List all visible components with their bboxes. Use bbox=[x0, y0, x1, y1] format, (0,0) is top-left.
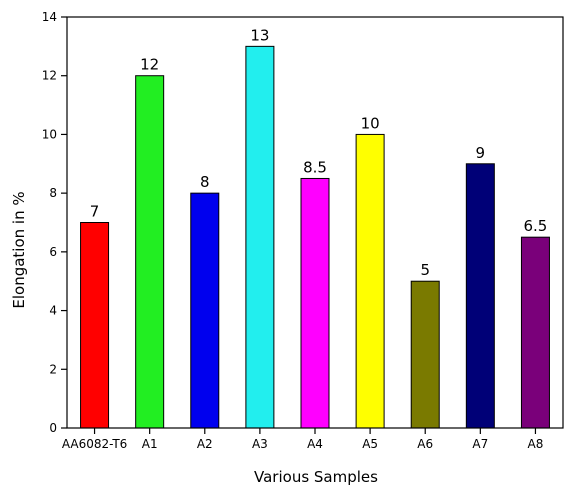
x-tick-label: A3 bbox=[252, 437, 268, 451]
bar-a4 bbox=[300, 177, 330, 429]
data-label: 8.5 bbox=[303, 158, 327, 176]
x-tick-label: A2 bbox=[197, 437, 213, 451]
y-tick-label: 4 bbox=[49, 304, 57, 318]
bar-a3 bbox=[245, 45, 275, 429]
x-tick-label: AA6082-T6 bbox=[62, 437, 127, 451]
y-tick-label: 14 bbox=[42, 10, 57, 24]
x-tick-label: A4 bbox=[307, 437, 323, 451]
x-tick-label: A7 bbox=[472, 437, 488, 451]
bar-a6 bbox=[410, 280, 440, 429]
data-label: 12 bbox=[140, 56, 159, 74]
data-label: 5 bbox=[420, 261, 430, 279]
data-label: 6.5 bbox=[524, 217, 548, 235]
x-tick-label: A1 bbox=[142, 437, 158, 451]
bar-a5 bbox=[355, 133, 385, 429]
y-tick-label: 6 bbox=[49, 245, 57, 259]
y-tick-label: 10 bbox=[42, 127, 57, 141]
y-axis-label: Elongation in % bbox=[10, 191, 28, 308]
bar-aa6082-t6 bbox=[80, 222, 110, 429]
plot-area: 0 2 4 6 8 10 12 14 7 AA6082-T6 12 A1 8 A2 13 A3 8.5 A4 10 A… bbox=[42, 10, 564, 451]
bar-a1 bbox=[135, 75, 165, 429]
bar-a2 bbox=[190, 192, 220, 429]
x-tick-label: A5 bbox=[362, 437, 378, 451]
y-tick-label: 8 bbox=[49, 186, 57, 200]
y-tick-label: 2 bbox=[49, 362, 57, 376]
y-tick-label: 0 bbox=[49, 421, 57, 435]
data-label: 13 bbox=[250, 26, 269, 44]
bar-a7 bbox=[465, 163, 495, 429]
plot-frame bbox=[66, 16, 564, 429]
data-label: 9 bbox=[476, 144, 486, 162]
y-tick-label: 12 bbox=[42, 69, 57, 83]
data-label: 8 bbox=[200, 173, 210, 191]
x-axis-label: Various Samples bbox=[254, 468, 378, 486]
x-tick-label: A8 bbox=[528, 437, 544, 451]
data-label: 7 bbox=[90, 203, 100, 221]
x-tick-label: A6 bbox=[417, 437, 433, 451]
bar-a8 bbox=[520, 236, 550, 429]
data-label: 10 bbox=[361, 114, 380, 132]
